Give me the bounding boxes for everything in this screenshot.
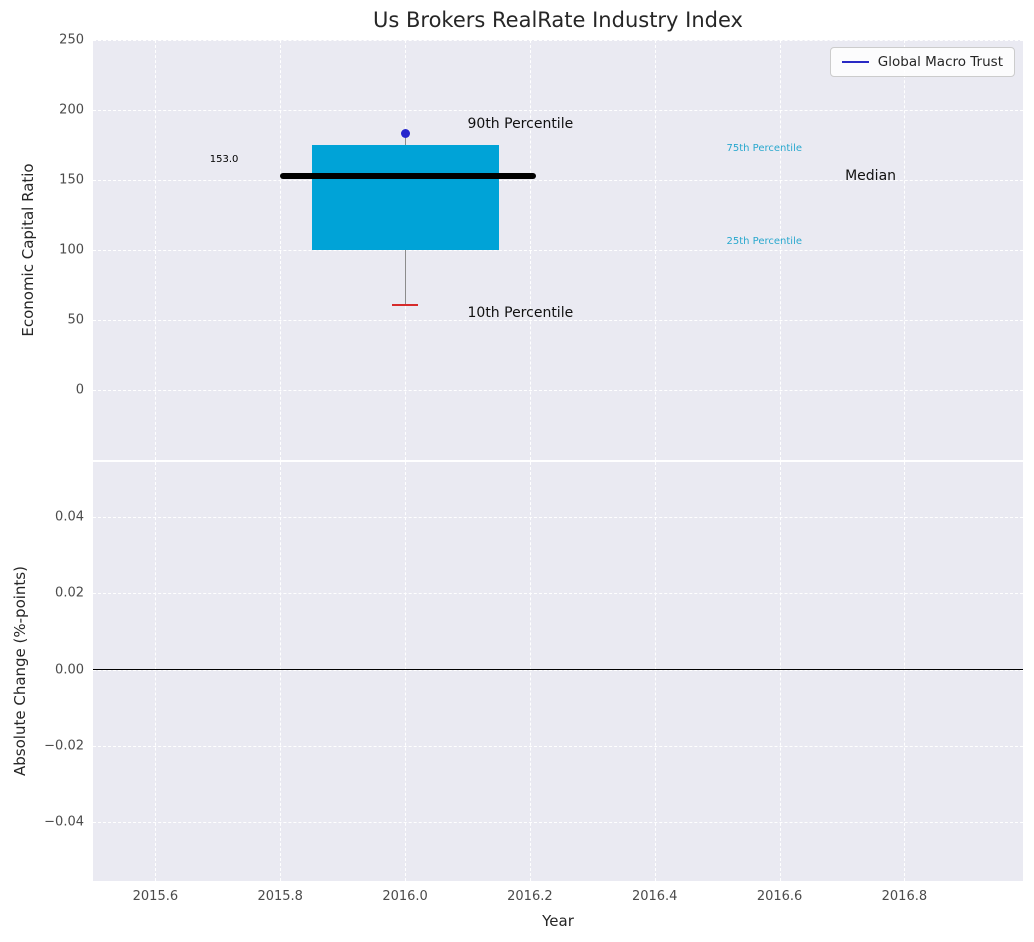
x-gridline xyxy=(654,462,656,881)
x-axis-label: Year xyxy=(542,912,574,930)
annotation-90th-percentile: 90th Percentile xyxy=(467,116,574,132)
bottom-plot-area xyxy=(93,462,1023,881)
x-gridline xyxy=(155,462,157,881)
x-gridline xyxy=(904,462,906,881)
annotation-median-value: 153.0 xyxy=(209,154,239,166)
legend: Global Macro Trust xyxy=(829,47,1015,77)
bottom-y-axis-label: Absolute Change (%-points) xyxy=(11,566,29,776)
zero-line xyxy=(93,668,1023,671)
y-tick-label: 0.02 xyxy=(55,585,84,601)
x-gridline xyxy=(405,462,407,881)
x-tick-label: 2016.2 xyxy=(507,889,553,904)
top-plot-area: 153.0 90th Percentile 10th Percentile 75… xyxy=(93,40,1023,460)
y-gridline xyxy=(93,822,1023,823)
median-line xyxy=(280,172,537,179)
y-tick-label: 100 xyxy=(59,242,84,258)
y-gridline xyxy=(93,320,1023,321)
y-gridline xyxy=(93,593,1023,595)
y-tick-label: 150 xyxy=(59,172,84,188)
y-gridline xyxy=(93,745,1023,747)
top-y-axis-label: Economic Capital Ratio xyxy=(19,163,37,337)
x-tick-label: 2015.8 xyxy=(257,889,303,904)
iqr-box xyxy=(311,145,499,250)
x-tick-label: 2016.4 xyxy=(631,889,678,904)
y-tick-label: 0.00 xyxy=(55,662,84,678)
y-tick-label: 50 xyxy=(67,312,84,328)
x-gridline xyxy=(779,462,781,881)
x-tick-label: 2015.6 xyxy=(132,889,179,904)
x-tick-label: 2016.8 xyxy=(881,889,928,904)
p10-cap xyxy=(392,303,419,306)
annotation-75th-percentile: 75th Percentile xyxy=(726,143,803,155)
x-gridline xyxy=(280,462,282,881)
y-gridline xyxy=(93,40,1023,41)
y-gridline xyxy=(93,390,1023,391)
y-gridline xyxy=(93,110,1023,111)
y-gridline xyxy=(93,250,1023,251)
y-tick-label: 0 xyxy=(75,382,84,398)
annotation-25th-percentile: 25th Percentile xyxy=(726,235,803,247)
y-tick-label: −0.04 xyxy=(44,814,84,830)
y-gridline xyxy=(93,180,1023,181)
legend-label: Global Macro Trust xyxy=(877,54,1003,70)
x-gridline xyxy=(529,462,531,881)
chart-title: Us Brokers RealRate Industry Index xyxy=(373,8,743,32)
y-tick-label: −0.02 xyxy=(44,738,84,754)
x-tick-label: 2016.0 xyxy=(382,889,428,904)
y-tick-label: 200 xyxy=(59,102,84,118)
y-tick-label: 0.04 xyxy=(55,509,84,525)
x-tick-label: 2016.6 xyxy=(756,889,803,904)
y-tick-label: 250 xyxy=(59,32,84,48)
p90-marker xyxy=(400,129,410,139)
y-gridline xyxy=(93,517,1023,519)
annotation-median-label: Median xyxy=(845,167,897,184)
annotation-10th-percentile: 10th Percentile xyxy=(467,305,574,321)
legend-line-swatch xyxy=(841,61,869,63)
